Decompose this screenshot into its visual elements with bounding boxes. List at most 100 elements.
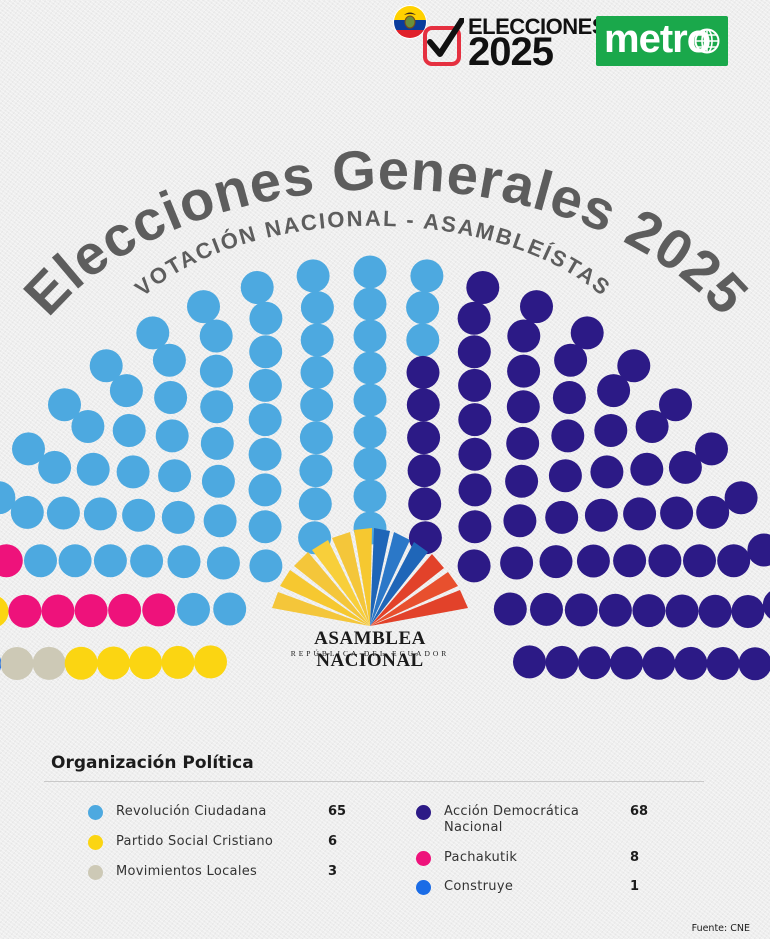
- seat-accion-democratica-nacional: [731, 595, 765, 628]
- seat-revolucion-ciudadana: [46, 496, 80, 530]
- elecciones-label: ELECCIONES: [468, 14, 607, 39]
- checkmark-ballot-icon: [423, 18, 464, 66]
- seat-partido-social-cristiano: [96, 646, 130, 680]
- legend-value: 68: [630, 804, 649, 819]
- seat-revolucion-ciudadana: [300, 323, 334, 357]
- seat-accion-democratica-nacional: [554, 343, 588, 377]
- seat-accion-democratica-nacional: [457, 549, 491, 583]
- seat-revolucion-ciudadana: [130, 544, 164, 578]
- seat-revolucion-ciudadana: [38, 450, 72, 484]
- asamblea-nacional-logo: ASAMBLEA NACIONAL REPÚBLICA DEL ECUADOR: [262, 528, 478, 671]
- seat-revolucion-ciudadana: [213, 592, 247, 626]
- legend-label: Acción Democrática Nacional: [444, 804, 580, 835]
- seat-accion-democratica-nacional: [665, 594, 699, 628]
- seat-accion-democratica-nacional: [706, 647, 740, 680]
- seat-revolucion-ciudadana: [299, 454, 333, 488]
- seat-revolucion-ciudadana: [300, 388, 334, 422]
- seat-accion-democratica-nacional: [457, 301, 491, 335]
- seat-revolucion-ciudadana: [249, 301, 283, 335]
- legend-value: 1: [630, 879, 640, 894]
- seat-accion-democratica-nacional: [598, 593, 632, 627]
- seat-partido-social-cristiano: [0, 597, 9, 626]
- seat-accion-democratica-nacional: [590, 455, 624, 489]
- seat-pachakutik: [41, 594, 75, 628]
- legend-item: Construye: [416, 879, 604, 895]
- seat-partido-social-cristiano: [64, 646, 98, 680]
- seat-accion-democratica-nacional: [500, 546, 534, 580]
- seat-revolucion-ciudadana: [93, 544, 127, 578]
- seat-revolucion-ciudadana: [58, 544, 92, 578]
- seat-revolucion-ciudadana: [406, 323, 440, 357]
- seat-accion-democratica-nacional: [505, 464, 539, 498]
- seat-revolucion-ciudadana: [161, 500, 195, 534]
- elecciones-year: 2025: [468, 30, 554, 74]
- seat-accion-democratica-nacional: [617, 349, 651, 383]
- globe-icon: [694, 28, 720, 54]
- seat-revolucion-ciudadana: [12, 432, 45, 466]
- seat-accion-democratica-nacional: [407, 454, 441, 488]
- seat-revolucion-ciudadana: [248, 403, 282, 437]
- seat-movimientos-locales: [32, 646, 66, 680]
- parliament-chart: [0, 255, 770, 681]
- seat-accion-democratica-nacional: [506, 390, 540, 424]
- seat-accion-democratica-nacional: [506, 426, 540, 460]
- seat-accion-democratica-nacional: [466, 271, 500, 304]
- seat-revolucion-ciudadana: [158, 459, 192, 493]
- seat-revolucion-ciudadana: [71, 410, 105, 443]
- seat-revolucion-ciudadana: [296, 259, 330, 293]
- seat-revolucion-ciudadana: [199, 354, 233, 388]
- legend-swatch: [416, 880, 431, 895]
- metro-label: metro: [604, 17, 711, 61]
- seat-accion-democratica-nacional: [507, 319, 541, 353]
- legend-value: 6: [328, 834, 338, 849]
- seat-accion-democratica-nacional: [507, 354, 541, 388]
- seat-accion-democratica-nacional: [610, 646, 644, 680]
- seat-revolucion-ciudadana: [353, 479, 387, 513]
- seat-accion-democratica-nacional: [635, 410, 669, 443]
- seat-accion-democratica-nacional: [493, 592, 527, 626]
- seat-accion-democratica-nacional: [407, 421, 441, 455]
- elecciones-2025-logo: ELECCIONES 2025: [392, 4, 607, 74]
- seat-accion-democratica-nacional: [632, 594, 666, 628]
- seat-accion-democratica-nacional: [597, 374, 631, 408]
- seat-accion-democratica-nacional: [724, 481, 758, 515]
- seat-revolucion-ciudadana: [116, 455, 150, 489]
- seat-revolucion-ciudadana: [200, 426, 234, 460]
- seat-accion-democratica-nacional: [458, 437, 492, 471]
- seat-revolucion-ciudadana: [0, 481, 16, 515]
- legend-swatch: [88, 865, 103, 880]
- seat-revolucion-ciudadana: [203, 504, 237, 538]
- seat-accion-democratica-nacional: [717, 544, 751, 578]
- seat-revolucion-ciudadana: [248, 437, 282, 471]
- asamblea-name: ASAMBLEA NACIONAL: [314, 628, 426, 671]
- seat-revolucion-ciudadana: [76, 452, 110, 486]
- seat-revolucion-ciudadana: [410, 259, 444, 293]
- seat-accion-democratica-nacional: [630, 452, 664, 486]
- legend-item: Revolución Ciudadana: [88, 804, 326, 820]
- seat-revolucion-ciudadana: [299, 421, 333, 455]
- seat-revolucion-ciudadana: [300, 355, 334, 389]
- seat-pachakutik: [0, 544, 23, 578]
- seat-accion-democratica-nacional: [513, 645, 546, 679]
- seat-accion-democratica-nacional: [458, 473, 492, 507]
- legend-label: Revolución Ciudadana: [116, 804, 267, 819]
- seat-revolucion-ciudadana: [248, 368, 282, 402]
- seat-accion-democratica-nacional: [695, 432, 728, 466]
- seat-revolucion-ciudadana: [248, 473, 282, 507]
- seat-revolucion-ciudadana: [152, 343, 186, 377]
- legend-swatch: [416, 851, 431, 866]
- seat-accion-democratica-nacional: [458, 403, 492, 437]
- seat-revolucion-ciudadana: [353, 319, 387, 353]
- seat-revolucion-ciudadana: [112, 414, 146, 447]
- seat-revolucion-ciudadana: [155, 419, 189, 453]
- seat-accion-democratica-nacional: [570, 316, 604, 350]
- legend-divider: [44, 781, 704, 782]
- seat-accion-democratica-nacional: [503, 504, 537, 538]
- seat-revolucion-ciudadana: [200, 390, 234, 424]
- seat-revolucion-ciudadana: [248, 510, 282, 544]
- seat-accion-democratica-nacional: [408, 487, 442, 521]
- seat-partido-social-cristiano: [129, 646, 163, 680]
- seat-revolucion-ciudadana: [249, 335, 283, 369]
- seat-accion-democratica-nacional: [545, 645, 579, 679]
- seat-revolucion-ciudadana: [10, 495, 44, 529]
